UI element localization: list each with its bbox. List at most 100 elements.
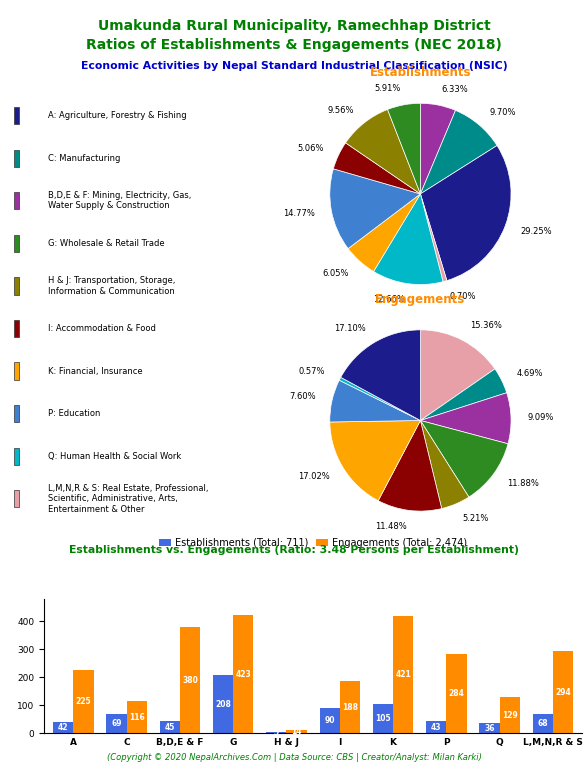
Text: 17.02%: 17.02% [298,472,329,481]
Text: (Copyright © 2020 NepalArchives.Com | Data Source: CBS | Creator/Analyst: Milan : (Copyright © 2020 NepalArchives.Com | Da… [106,753,482,762]
Bar [393,616,413,733]
FancyBboxPatch shape [14,405,19,422]
FancyBboxPatch shape [14,150,19,167]
Text: A: Agriculture, Forestry & Fishing: A: Agriculture, Forestry & Fishing [48,111,186,120]
Text: 5.21%: 5.21% [462,515,489,524]
Text: 421: 421 [395,670,411,679]
Wedge shape [346,110,420,194]
Wedge shape [333,143,420,194]
Bar [553,651,573,733]
Text: G: Wholesale & Retail Trade: G: Wholesale & Retail Trade [48,239,165,248]
Bar [533,714,553,733]
FancyBboxPatch shape [14,192,19,210]
Text: 9.70%: 9.70% [490,108,516,117]
Text: 6.33%: 6.33% [442,84,468,94]
FancyBboxPatch shape [14,448,19,465]
Text: 5.06%: 5.06% [297,144,323,153]
Text: H & J: Transportation, Storage,
Information & Communication: H & J: Transportation, Storage, Informat… [48,276,175,296]
FancyBboxPatch shape [14,320,19,337]
Text: Q: Human Health & Social Work: Q: Human Health & Social Work [48,452,181,461]
Text: 7.60%: 7.60% [289,392,316,402]
Text: 29.25%: 29.25% [520,227,552,236]
Text: 0.57%: 0.57% [299,367,326,376]
Wedge shape [330,169,420,249]
Text: 6.05%: 6.05% [322,269,349,278]
Wedge shape [373,194,443,284]
Wedge shape [420,421,469,508]
Text: 14: 14 [291,727,302,736]
Wedge shape [330,380,420,422]
Bar [106,714,126,733]
Wedge shape [420,194,447,282]
Wedge shape [330,421,420,501]
Legend: Establishments (Total: 711), Engagements (Total: 2,474): Establishments (Total: 711), Engagements… [156,534,470,551]
Text: 5.91%: 5.91% [375,84,400,94]
Text: 14.77%: 14.77% [283,209,315,218]
Wedge shape [348,194,420,272]
Text: I: Accommodation & Food: I: Accommodation & Food [48,324,156,333]
Bar [319,708,340,733]
Bar [53,722,74,733]
Bar [446,654,466,733]
Text: 225: 225 [76,697,91,707]
Text: 42: 42 [58,723,69,732]
Text: 105: 105 [375,714,390,723]
Text: 17.10%: 17.10% [334,324,366,333]
Bar [340,680,360,733]
Wedge shape [420,111,497,194]
Text: 5: 5 [274,728,279,737]
Text: 294: 294 [555,688,571,697]
Text: L,M,N,R & S: Real Estate, Professional,
Scientific, Administrative, Arts,
Entert: L,M,N,R & S: Real Estate, Professional, … [48,484,208,514]
Wedge shape [420,330,495,421]
Bar [426,721,446,733]
Bar [233,615,253,733]
Text: Establishments vs. Engagements (Ratio: 3.48 Persons per Establishment): Establishments vs. Engagements (Ratio: 3… [69,545,519,555]
Wedge shape [420,104,456,194]
Bar [74,670,93,733]
Text: 4.69%: 4.69% [516,369,543,378]
Text: K: Financial, Insurance: K: Financial, Insurance [48,366,142,376]
Text: Ratios of Establishments & Engagements (NEC 2018): Ratios of Establishments & Engagements (… [86,38,502,52]
Text: 43: 43 [431,723,442,732]
Text: Economic Activities by Nepal Standard Industrial Classification (NSIC): Economic Activities by Nepal Standard In… [81,61,507,71]
Text: Umakunda Rural Municipality, Ramechhap District: Umakunda Rural Municipality, Ramechhap D… [98,19,490,33]
Bar [126,701,147,733]
Bar [286,730,307,733]
FancyBboxPatch shape [14,490,19,508]
Text: 12.66%: 12.66% [373,295,405,304]
Bar [500,697,520,733]
Text: 423: 423 [235,670,251,679]
Text: 11.88%: 11.88% [507,479,539,488]
Text: 116: 116 [129,713,145,722]
Text: Establishments: Establishments [370,66,471,79]
FancyBboxPatch shape [14,107,19,124]
Bar [266,732,286,733]
Bar [180,627,200,733]
Text: 9.56%: 9.56% [328,106,354,114]
Text: 11.48%: 11.48% [376,522,407,531]
Text: B,D,E & F: Mining, Electricity, Gas,
Water Supply & Construction: B,D,E & F: Mining, Electricity, Gas, Wat… [48,191,191,210]
Bar [373,704,393,733]
Text: 284: 284 [449,689,465,698]
Text: 15.36%: 15.36% [470,321,502,330]
Text: 208: 208 [215,700,231,709]
Wedge shape [378,421,442,511]
FancyBboxPatch shape [14,362,19,379]
Text: P: Education: P: Education [48,409,100,419]
Text: C: Manufacturing: C: Manufacturing [48,154,120,163]
Wedge shape [340,330,420,421]
Text: 69: 69 [111,720,122,728]
Bar [479,723,500,733]
Text: Engagements: Engagements [375,293,466,306]
Wedge shape [420,392,511,444]
Text: 0.70%: 0.70% [449,293,476,301]
Text: 129: 129 [502,711,517,720]
Wedge shape [339,377,420,421]
FancyBboxPatch shape [14,277,19,294]
Wedge shape [420,421,508,497]
Wedge shape [420,369,507,421]
Text: 9.09%: 9.09% [527,413,554,422]
Bar [213,675,233,733]
Text: 45: 45 [165,723,175,732]
Text: 90: 90 [325,717,335,725]
